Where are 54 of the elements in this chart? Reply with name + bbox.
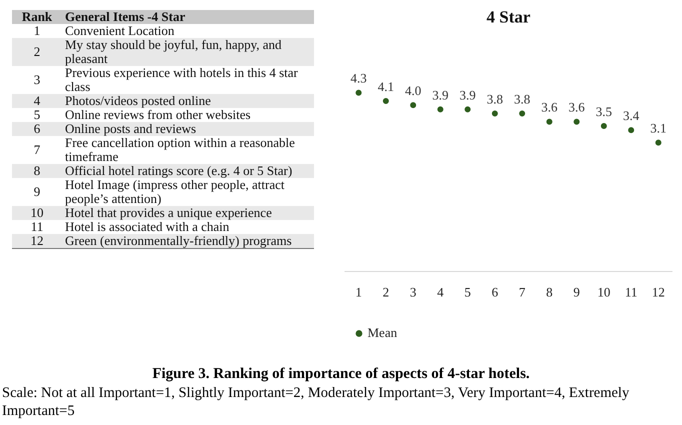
text: Previous experience with hotels in this 4 star class (64, 65, 299, 94)
category-label: 9 (34, 184, 40, 199)
text: Online posts and reviews (62, 121, 314, 136)
text: Online reviews from other websites (64, 107, 252, 122)
x-tick-label: 4 (437, 284, 444, 300)
caption: Figure 3. Ranking of importance of aspects of 4-star hotels. (151, 366, 531, 383)
x-tick-label: 2 (382, 284, 390, 300)
data-label: 3.8 (514, 91, 530, 106)
text: Hotel that provides a unique experience (62, 205, 314, 220)
text: Scale: Not at all Important=1, Slightly Important=2, Moderately Important=3, Very Important=4, Extremely Important=5 (2, 384, 630, 420)
category-label: 10 (30, 205, 44, 220)
x-tick-label: 9 (573, 284, 580, 300)
category-label: 7 (34, 142, 40, 157)
text: My stay should be joyful, fun, happy, and pleasant (62, 37, 314, 66)
category-label: 6 (34, 121, 40, 136)
x-tick-label: 11 (624, 284, 638, 300)
data-label: 3.9 (460, 87, 476, 102)
text: Official hotel ratings score (e.g. 4 or 5 Star) (62, 163, 314, 178)
x-tick-label: 1 (355, 284, 362, 300)
data-label: 3.5 (596, 104, 612, 119)
data-label: 3.8 (486, 91, 503, 106)
x-tick-label: 3 (410, 284, 416, 300)
category-label: 2 (34, 44, 40, 59)
data-label: 4.0 (405, 83, 422, 98)
category-label: 4 (34, 93, 40, 108)
data-label: 4.1 (378, 78, 394, 94)
text: Rank (12, 9, 62, 24)
category-label: 5 (34, 107, 40, 122)
text: General Items -4 Star (62, 9, 314, 24)
x-tick-label: 8 (546, 284, 553, 300)
x-tick-label: 12 (652, 284, 665, 300)
chart-title: 4 Star (486, 8, 531, 27)
category-label: 11 (30, 219, 44, 234)
data-label: 3.4 (623, 108, 640, 124)
x-tick-label: 5 (464, 284, 471, 300)
data-label: 3.6 (568, 100, 586, 115)
category-label: 3 (34, 72, 40, 87)
text: Photos/videos posted online (62, 93, 314, 108)
category-label: 8 (34, 163, 40, 178)
text: Hotel Image (impress other people, attract people’s attention) (64, 177, 284, 206)
x-tick-label: 6 (492, 284, 499, 300)
data-label: 3.1 (650, 120, 666, 136)
category-label: 1 (34, 23, 40, 38)
legend-label: Mean (368, 324, 398, 340)
text: Convenient Location (64, 23, 176, 38)
text: Hotel is associated with a chain (64, 219, 230, 234)
data-label: 3.6 (541, 100, 558, 115)
data-label: 3.9 (432, 87, 448, 102)
x-tick-label: 10 (597, 284, 610, 300)
x-tick-label: 7 (518, 284, 526, 300)
category-label: 12 (30, 233, 44, 248)
text: Free cancellation option within a reasonable timeframe (64, 135, 296, 164)
text: Green (environmentally-friendly) programs (62, 233, 314, 248)
data-label: 4.3 (350, 70, 367, 86)
